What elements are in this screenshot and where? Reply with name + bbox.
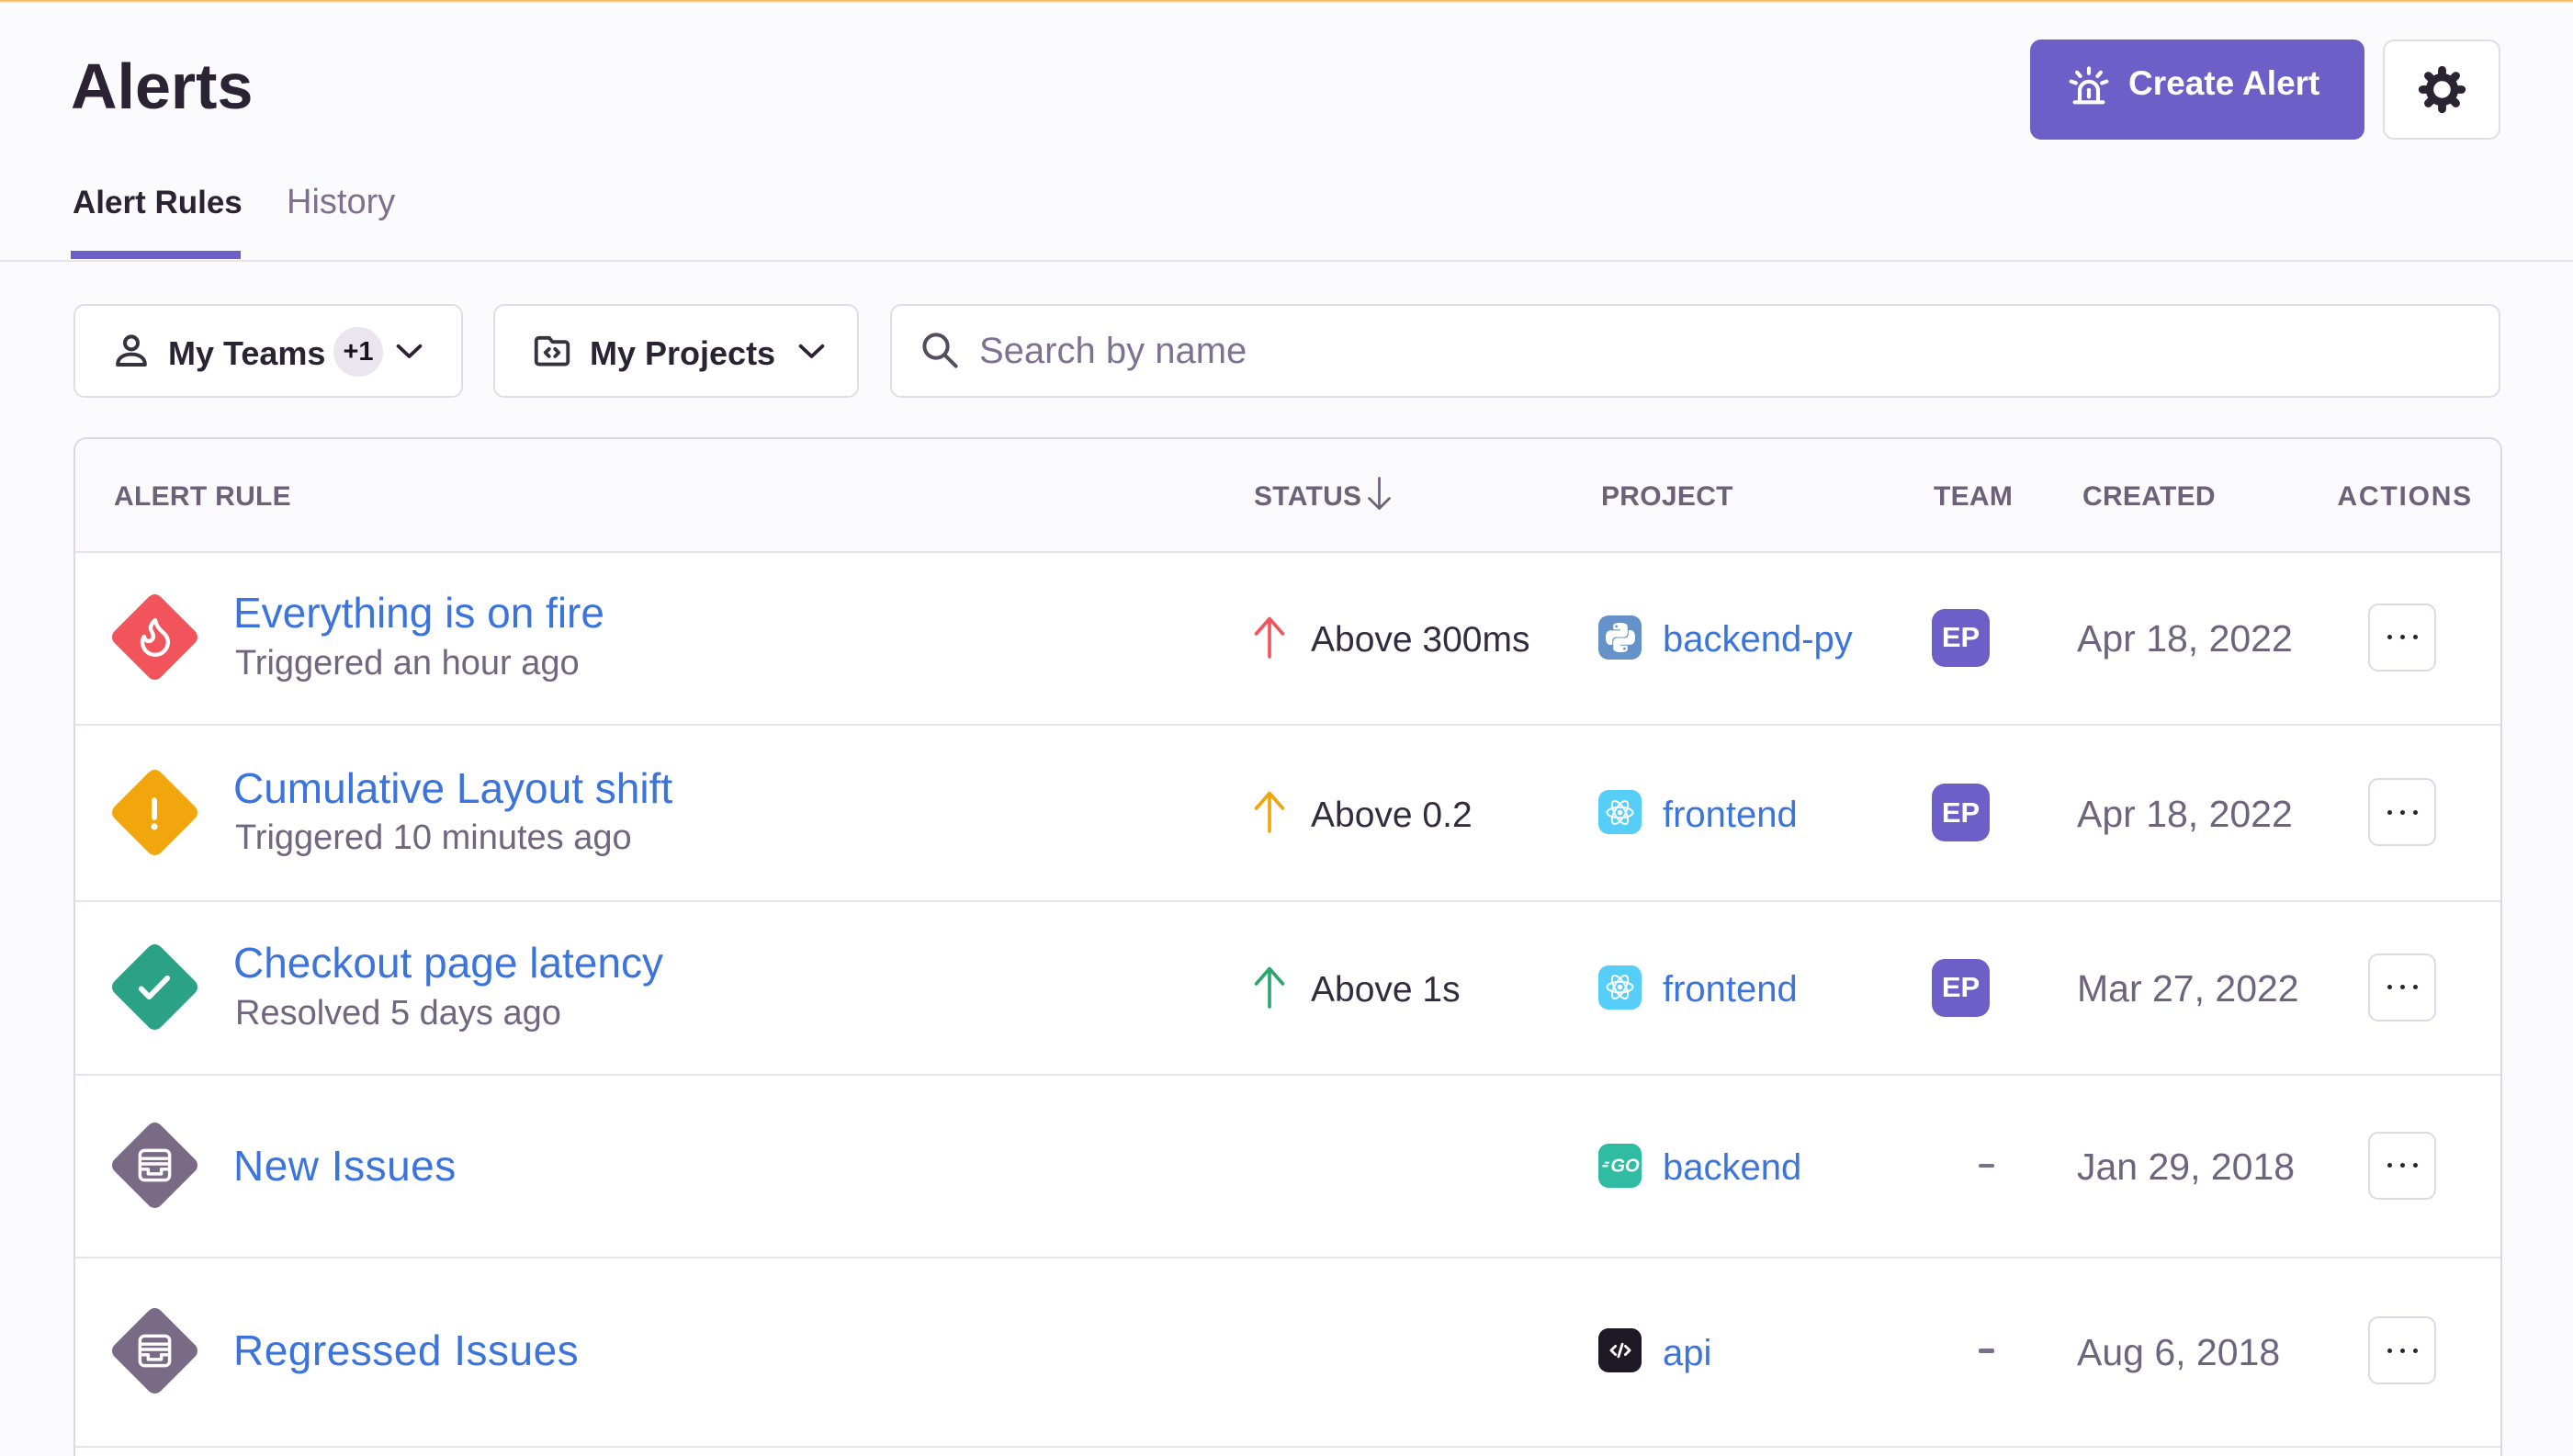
svg-text:GO: GO xyxy=(1610,1156,1640,1176)
